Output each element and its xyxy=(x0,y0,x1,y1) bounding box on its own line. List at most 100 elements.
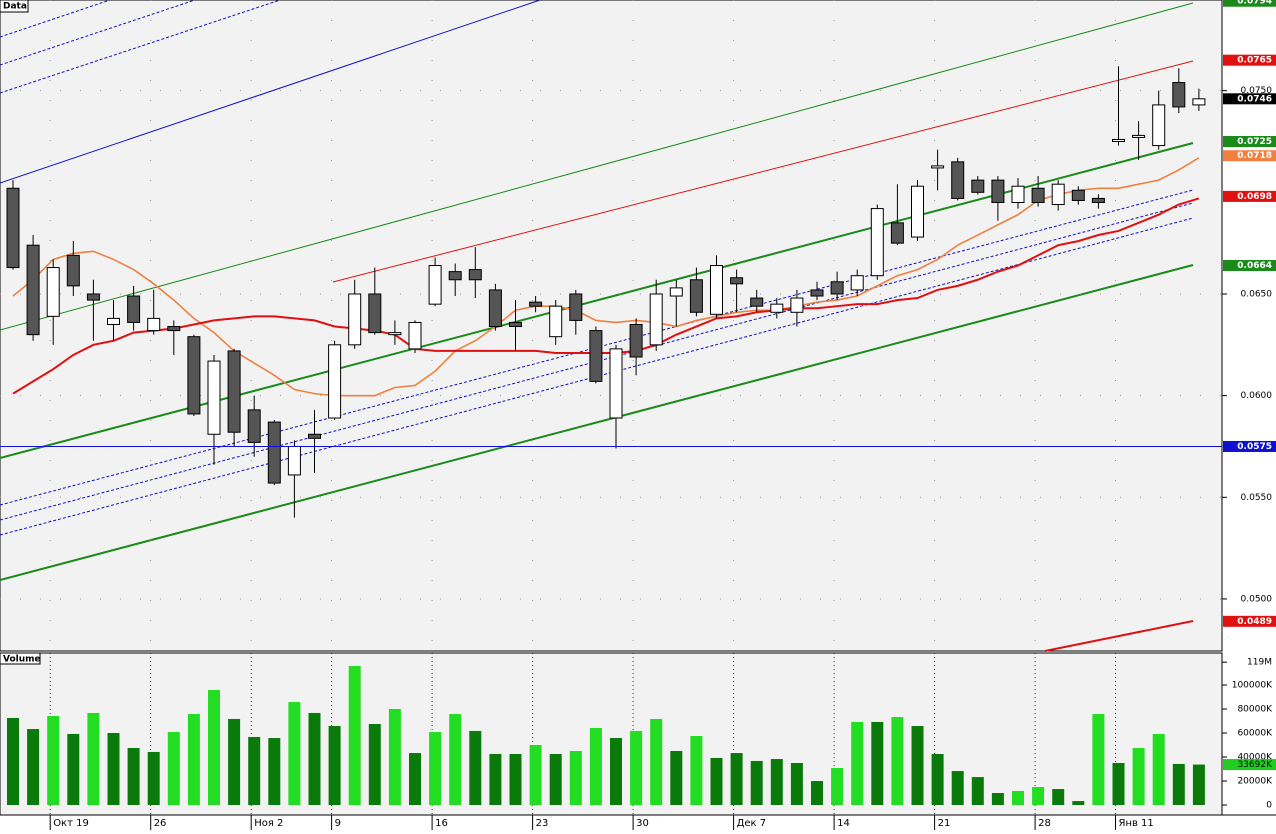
volume-bar xyxy=(1012,790,1024,805)
price-marker xyxy=(1223,54,1276,66)
candle-body xyxy=(328,344,342,419)
volume-bar xyxy=(750,760,763,805)
volume-bar xyxy=(670,751,683,805)
volume-bar xyxy=(589,727,602,805)
price-marker xyxy=(1223,190,1276,202)
volume-bar xyxy=(851,721,864,805)
y-tick-label: 0 xyxy=(1266,801,1272,811)
y-tick-label: 20000K xyxy=(1237,777,1273,787)
trendline xyxy=(0,2,1194,331)
price-marker xyxy=(1223,93,1276,105)
volume-bar xyxy=(569,751,582,805)
candle-body xyxy=(1031,187,1045,203)
volume-bar xyxy=(790,763,803,805)
candle-body xyxy=(488,289,502,328)
candle-body xyxy=(448,271,462,281)
volume-bar xyxy=(388,709,401,805)
candle-body xyxy=(890,222,904,244)
price-marker-label: 0.0746 xyxy=(1237,94,1272,104)
candle-body xyxy=(187,336,201,415)
volume-bar xyxy=(308,712,321,805)
volume-bar xyxy=(228,718,241,805)
trendline xyxy=(0,0,541,184)
title-box xyxy=(0,0,29,13)
candle-body xyxy=(207,360,221,435)
x-tick-label: 14 xyxy=(837,818,850,829)
volume-bar xyxy=(368,724,381,805)
candle-body xyxy=(931,165,945,169)
trendline xyxy=(1044,620,1194,652)
price-marker xyxy=(1223,440,1276,452)
volume-bar xyxy=(87,712,100,805)
candle-body xyxy=(308,433,321,439)
candle-body xyxy=(971,179,985,193)
candle-body xyxy=(1051,183,1065,206)
volume-title-box xyxy=(0,652,41,665)
y-tick-label: 119M xyxy=(1247,658,1272,668)
trendline xyxy=(0,0,196,66)
moving-average xyxy=(12,197,1200,395)
y-tick-label: 40000K xyxy=(1237,753,1273,763)
volume-bar xyxy=(1112,763,1125,805)
volume-bar xyxy=(489,754,502,805)
price-marker xyxy=(1223,615,1276,627)
x-tick-label: 9 xyxy=(335,818,341,829)
volume-bar xyxy=(811,781,823,805)
x-tick-label: 21 xyxy=(938,818,951,829)
candle-body xyxy=(107,317,120,325)
candle-body xyxy=(750,297,764,307)
price-panel xyxy=(0,0,1223,652)
volume-bar xyxy=(991,793,1004,805)
moving-average xyxy=(12,157,1200,397)
x-tick-label: Янв 11 xyxy=(1119,818,1154,829)
volume-marker xyxy=(1223,759,1276,771)
candle-body xyxy=(26,244,40,336)
candle-body xyxy=(549,305,563,338)
trendline xyxy=(0,264,1194,581)
x-tick-label: Окт 19 xyxy=(53,818,89,829)
volume-bar xyxy=(831,768,844,805)
candle-body xyxy=(287,445,301,476)
x-tick-label: Дек 7 xyxy=(737,818,767,829)
volume-bar xyxy=(549,754,562,805)
candle-body xyxy=(1112,138,1125,143)
volume-bar xyxy=(1192,764,1205,805)
volume-bar xyxy=(328,726,341,805)
volume-bar xyxy=(529,745,542,805)
candle-body xyxy=(46,267,60,317)
candle-body xyxy=(1071,189,1085,201)
y-tick-label: 0.0650 xyxy=(1241,289,1273,299)
candle-body xyxy=(167,326,181,332)
volume-bar xyxy=(348,666,361,805)
volume-bar xyxy=(268,738,281,805)
candle-body xyxy=(348,293,362,346)
volume-bar xyxy=(167,732,180,805)
candle-body xyxy=(247,409,261,443)
volume-bar xyxy=(891,717,904,805)
volume-bar xyxy=(730,753,743,805)
candle-body xyxy=(1152,104,1166,147)
volume-bar xyxy=(1172,763,1185,805)
candle-body xyxy=(850,275,864,291)
candle-body xyxy=(589,330,603,382)
candle-body xyxy=(1011,185,1025,203)
y-tick-label: 80000K xyxy=(1237,705,1273,715)
volume-marker-label: 33692K xyxy=(1237,760,1273,770)
volume-bar xyxy=(469,730,482,805)
volume-bar xyxy=(1072,801,1085,805)
candle-body xyxy=(227,350,241,433)
candle-body xyxy=(1132,134,1146,138)
volume-bar xyxy=(770,759,783,805)
price-marker-label: 0.0794 xyxy=(1237,0,1272,7)
candle-body xyxy=(86,293,100,301)
y-tick-label: 0.0500 xyxy=(1241,594,1273,604)
price-marker xyxy=(1223,150,1276,162)
candle-body xyxy=(991,179,1005,203)
volume-bar xyxy=(107,733,120,805)
price-marker-label: 0.0664 xyxy=(1237,261,1272,271)
price-marker xyxy=(1223,0,1276,7)
price-marker-label: 0.0718 xyxy=(1237,151,1272,161)
volume-bar xyxy=(630,730,643,805)
volume-bar xyxy=(971,777,984,805)
price-marker-label: 0.0725 xyxy=(1237,137,1272,147)
